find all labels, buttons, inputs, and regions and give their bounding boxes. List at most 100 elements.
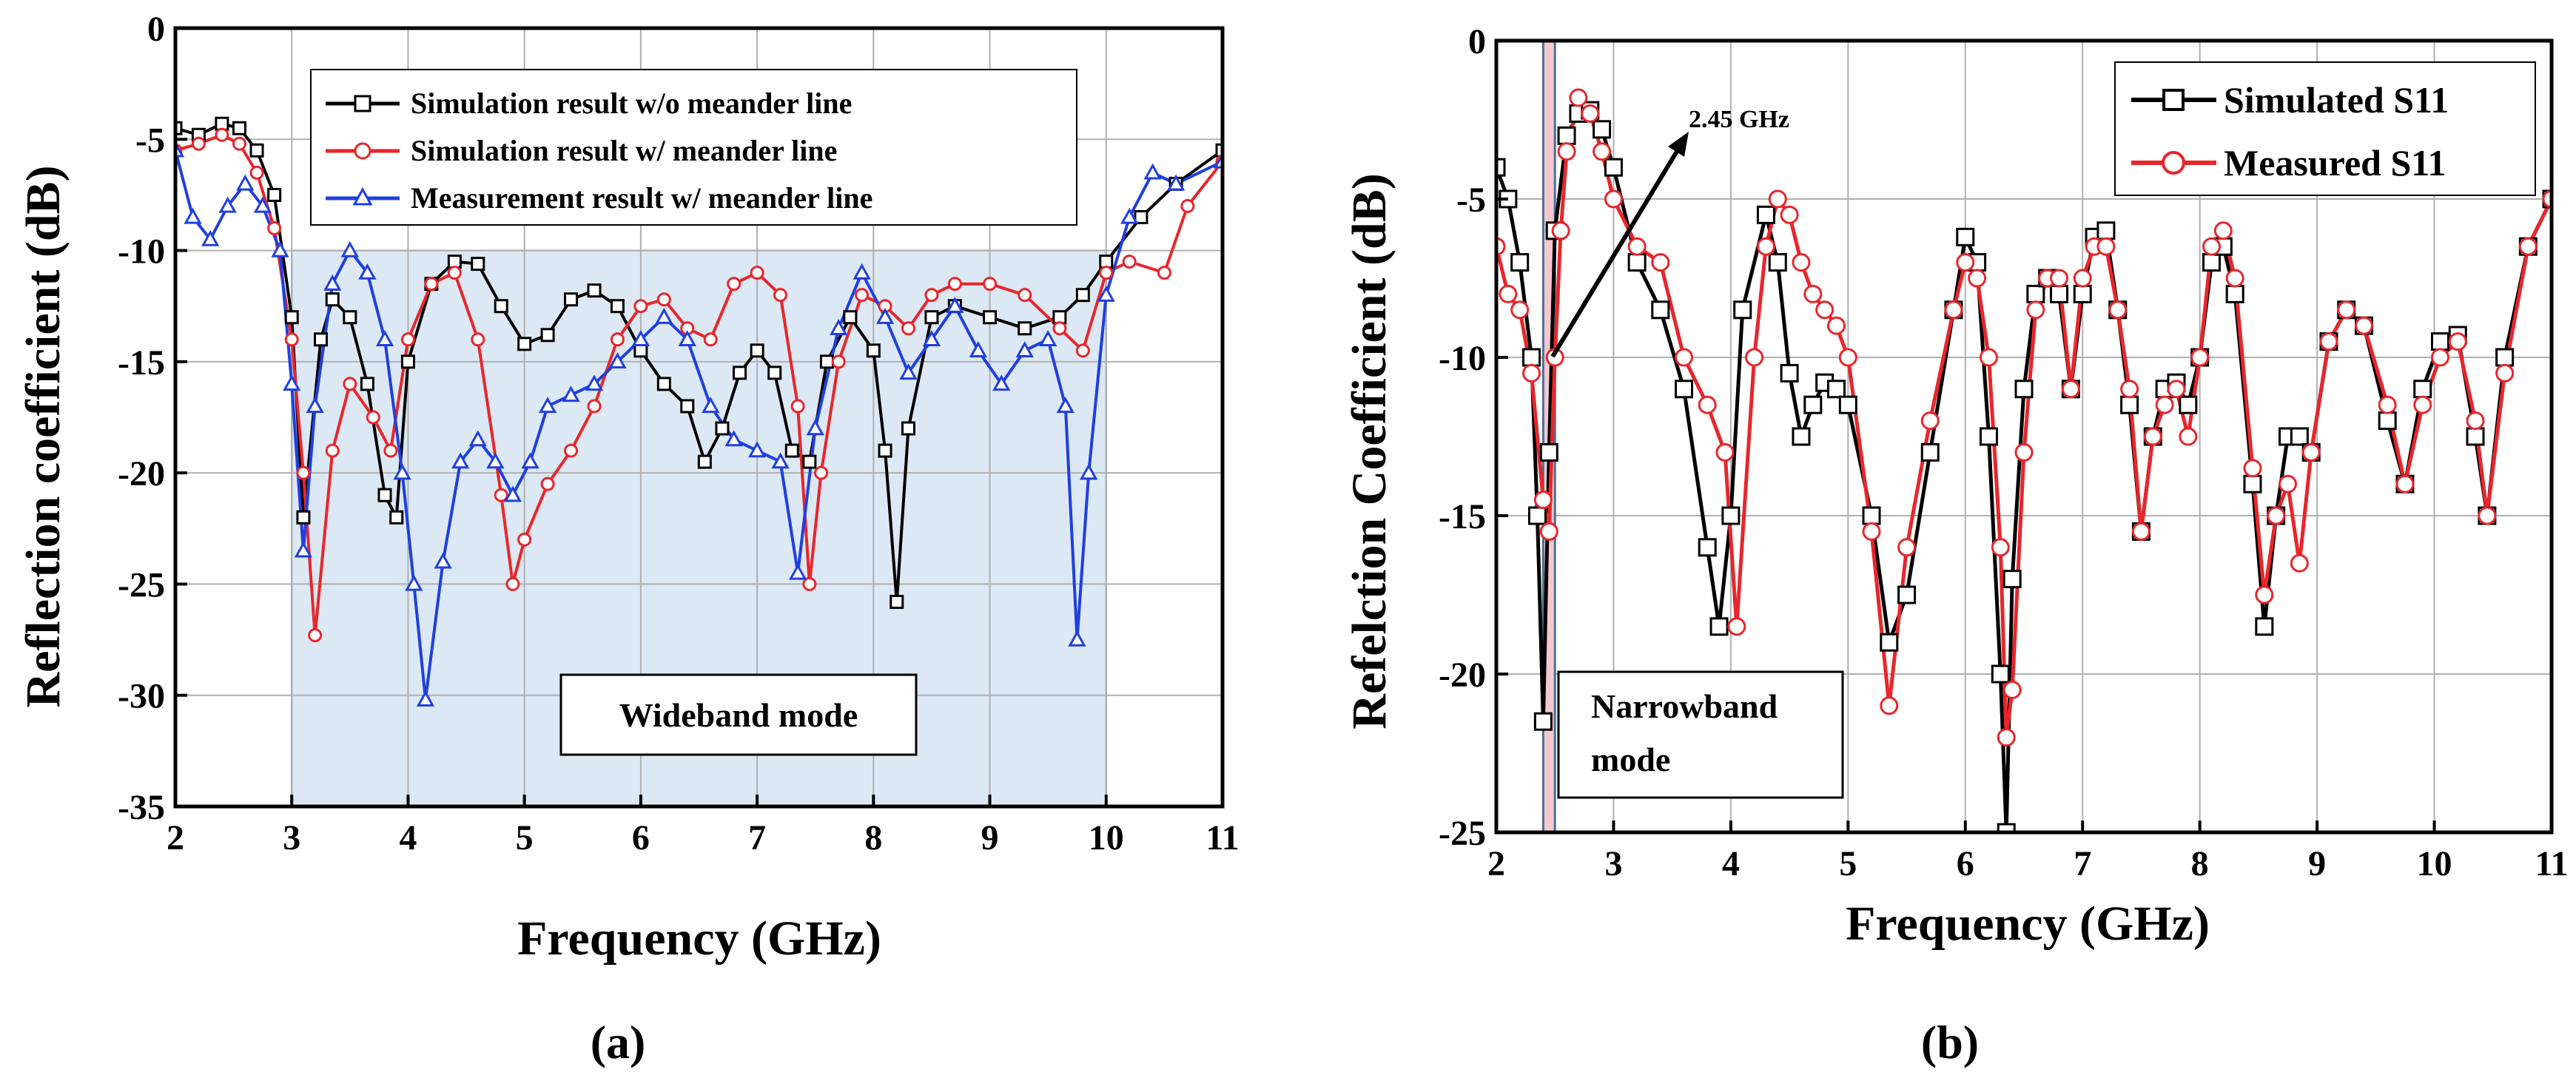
data-point [1920, 411, 1940, 431]
data-point [2202, 237, 2222, 256]
caption-a: (a) [591, 1016, 646, 1068]
data-point [1756, 237, 1775, 256]
data-point [703, 332, 718, 347]
arrow-head [1668, 132, 1689, 157]
data-point [383, 443, 398, 458]
data-point [253, 196, 272, 213]
data-point [2466, 411, 2485, 431]
x-tick-label: 3 [283, 818, 300, 858]
data-point [806, 419, 824, 436]
data-point [1880, 633, 1899, 652]
data-point [486, 452, 505, 469]
x-tick-label: 7 [748, 818, 766, 858]
data-point [2413, 380, 2432, 399]
y-tick-label: -10 [1439, 339, 1486, 378]
data-point [866, 343, 881, 358]
x-tick-label: 5 [1839, 844, 1857, 883]
data-point [1581, 104, 1600, 123]
data-point [1018, 288, 1032, 303]
data-point [790, 399, 805, 414]
data-point [1838, 395, 1857, 414]
data-point [747, 441, 767, 458]
x-tick-label: 2 [167, 818, 184, 858]
data-point [2190, 348, 2210, 367]
data-point [924, 310, 939, 325]
data-point [750, 266, 764, 280]
data-point [2301, 442, 2321, 462]
data-point [2430, 332, 2449, 351]
y-tick-label: -15 [118, 343, 165, 383]
data-point [434, 552, 452, 569]
data-point [878, 443, 892, 458]
data-point [1745, 348, 1764, 367]
data-point [505, 576, 520, 591]
data-point [1080, 463, 1098, 480]
data-point [702, 397, 720, 414]
wideband-label: Wideband mode [619, 696, 858, 734]
data-point [2495, 363, 2515, 383]
data-point [1039, 330, 1057, 346]
data-point [1944, 300, 1963, 320]
data-point [267, 221, 282, 236]
data-point [1097, 285, 1115, 302]
data-point [2120, 380, 2139, 399]
data-point [308, 628, 323, 643]
data-point [678, 330, 696, 346]
data-point [2290, 553, 2309, 573]
data-point [366, 410, 380, 425]
y-tick-label: -25 [118, 565, 165, 604]
data-point [405, 574, 423, 591]
data-point [1956, 227, 1975, 246]
data-point [389, 510, 404, 525]
data-point [215, 127, 229, 142]
data-point [1593, 142, 1612, 161]
data-point [2026, 284, 2045, 303]
data-point [1627, 253, 1647, 272]
data-point [875, 308, 895, 324]
data-point [1709, 617, 1729, 636]
data-point [236, 174, 255, 191]
data-point [901, 421, 915, 436]
panel-a: 2 3 4 5 6 7 8 9 10 11 0 -5 -10 -15 -20 -25 -30 -35 Simula… [16, 10, 1240, 1068]
data-point [587, 283, 602, 298]
data-point [1496, 237, 1506, 256]
data-point [2319, 332, 2338, 351]
data-point [1792, 253, 1811, 272]
data-point [271, 240, 289, 257]
legend-label-meas-w: Measurement result w/ meander line [411, 181, 872, 215]
data-point [788, 563, 807, 580]
data-point [767, 365, 782, 380]
legend-marker-measured [2162, 151, 2185, 175]
x-tick-label: 6 [632, 818, 650, 858]
data-point [852, 263, 871, 280]
data-point [1539, 522, 1558, 541]
data-point [1733, 300, 1752, 320]
data-point [360, 377, 374, 391]
data-point [393, 463, 411, 480]
data-point [1651, 253, 1670, 272]
panel-b: 2 3 4 5 6 7 8 9 10 11 0 -5 -10 -15 -20 -25 2.45 GHz Sim… [1342, 22, 2569, 1068]
data-point [1539, 442, 1558, 462]
data-point [924, 288, 939, 303]
data-point [494, 488, 508, 502]
data-point [494, 299, 508, 314]
data-point [1920, 442, 1940, 462]
data-point [2255, 617, 2274, 636]
data-point [2225, 269, 2244, 288]
legend-marker-meas-w [352, 186, 373, 206]
data-point [608, 352, 627, 369]
plot-frame-a [173, 26, 1225, 809]
data-point [377, 488, 392, 502]
data-point [564, 443, 579, 458]
data-point [2155, 395, 2174, 414]
data-point [323, 274, 342, 291]
data-point [727, 277, 741, 292]
y-axis-label-b: Refelction Coefficient (dB) [1342, 173, 1396, 729]
x-tick-label: 6 [1957, 844, 1974, 883]
data-point [633, 343, 648, 358]
data-point [1122, 255, 1137, 269]
data-point [1997, 823, 2016, 832]
data-point [2096, 221, 2116, 240]
y-tick-label: -15 [1439, 497, 1486, 536]
data-point [983, 310, 998, 325]
